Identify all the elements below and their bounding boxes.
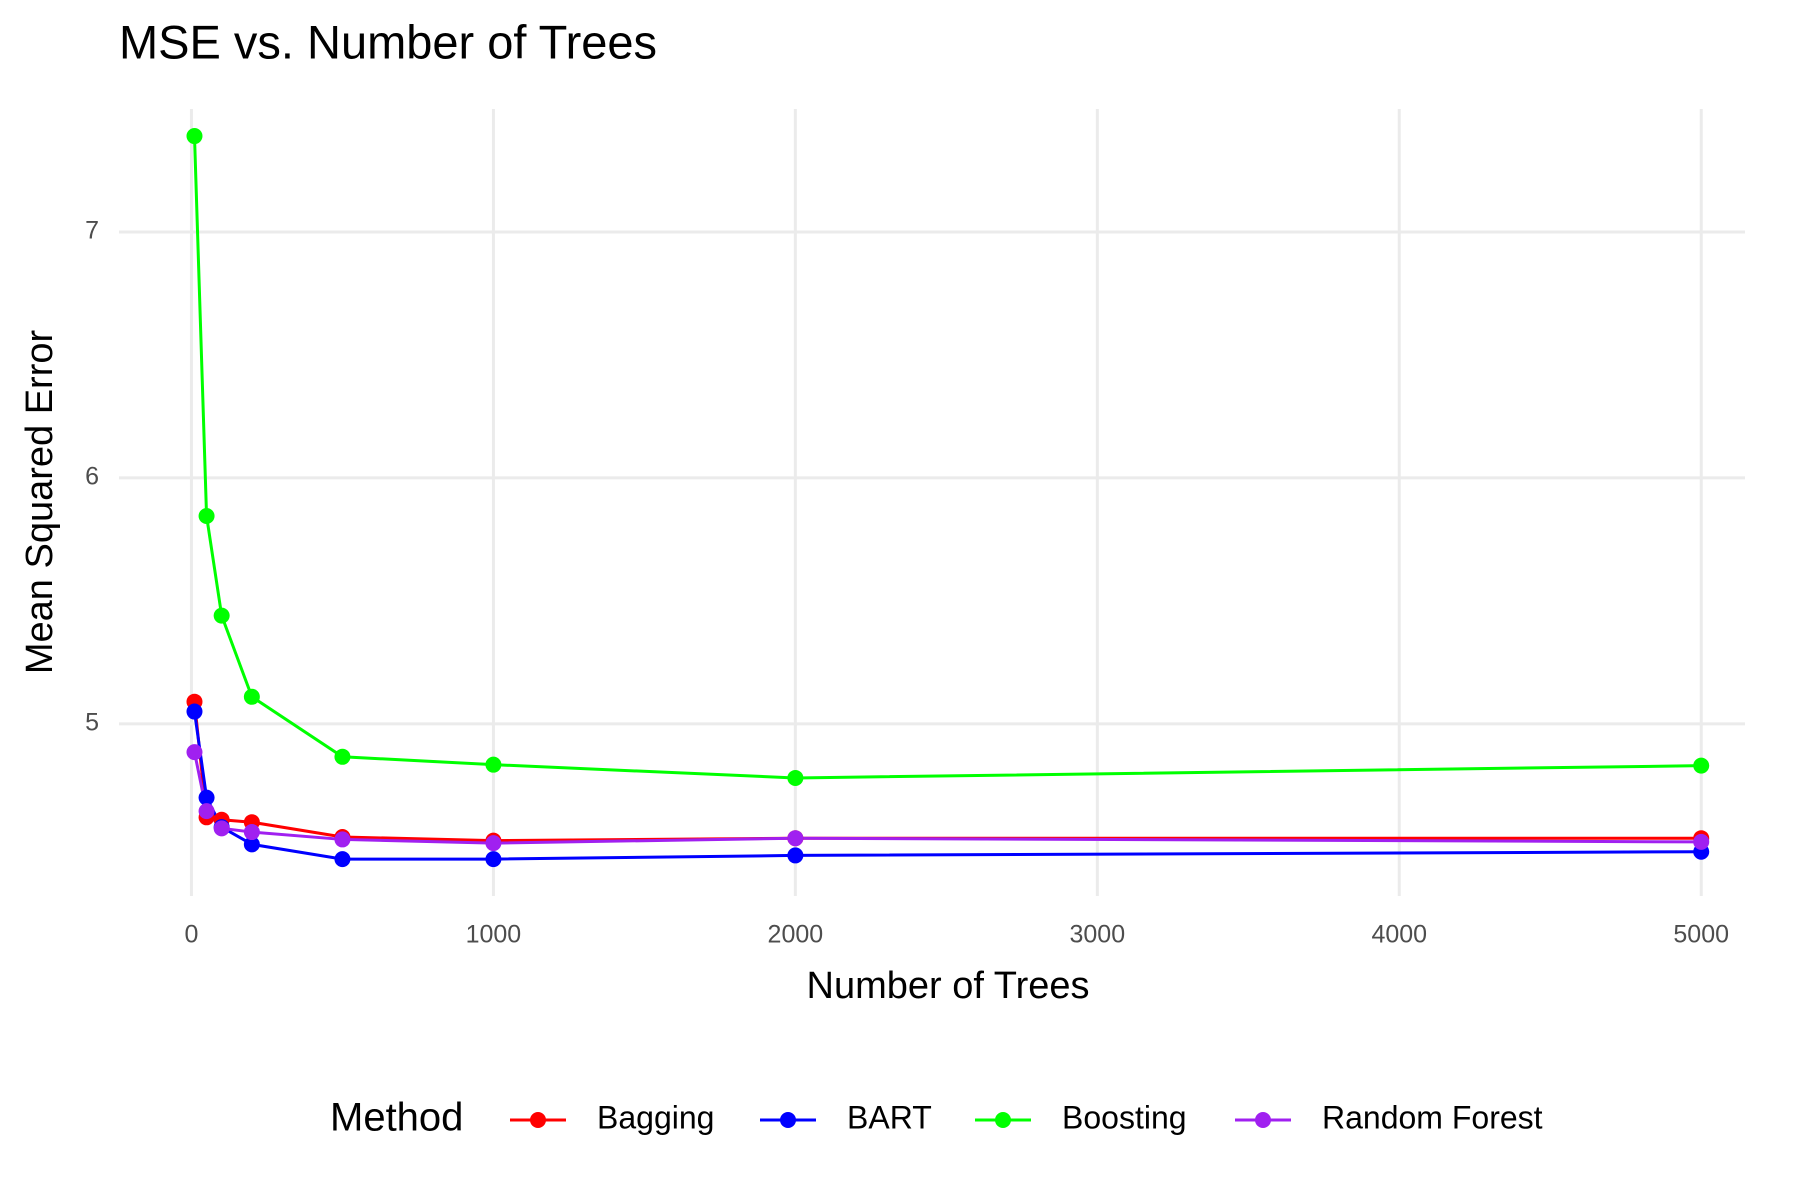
data-point [334, 851, 351, 868]
x-axis-label: Number of Trees [807, 965, 1090, 1007]
y-tick-label: 7 [85, 217, 99, 245]
data-point [485, 835, 502, 852]
legend-title: Method [330, 1096, 463, 1140]
data-point [334, 748, 351, 765]
legend-item: Random Forest [1235, 1099, 1543, 1135]
x-tick-label: 3000 [1070, 921, 1126, 949]
data-point [1693, 757, 1710, 774]
data-point [186, 128, 203, 145]
data-point [787, 769, 804, 786]
data-point [485, 851, 502, 868]
y-tick-label: 5 [85, 708, 99, 736]
legend-label: Bagging [597, 1099, 714, 1135]
legend-key-point [530, 1112, 546, 1128]
legend-label: BART [847, 1099, 932, 1135]
data-point [186, 703, 203, 720]
x-tick-label: 4000 [1371, 921, 1427, 949]
data-point [198, 803, 215, 820]
data-point [243, 824, 260, 841]
legend-key-point [1255, 1112, 1271, 1128]
legend-label: Random Forest [1322, 1099, 1543, 1135]
data-point [485, 756, 502, 773]
data-point [186, 744, 203, 761]
legend-key-point [995, 1112, 1011, 1128]
series-line [193, 751, 1702, 845]
x-tick-label: 2000 [768, 921, 824, 949]
x-tick-label: 5000 [1673, 921, 1729, 949]
data-point [213, 820, 230, 837]
y-axis-label: Mean Squared Error [19, 330, 61, 675]
series-line [192, 136, 1702, 780]
data-point [243, 836, 260, 853]
x-tick-label: 1000 [466, 921, 522, 949]
legend-label: Boosting [1062, 1099, 1187, 1135]
legend-item: BART [760, 1099, 932, 1135]
data-point [198, 508, 215, 525]
data-point [334, 831, 351, 848]
chart-title: MSE vs. Number of Trees [119, 15, 657, 68]
legend-key-point [780, 1112, 796, 1128]
legend-item: Boosting [975, 1099, 1187, 1135]
data-point [198, 789, 215, 806]
data-point [787, 847, 804, 864]
data-point [787, 830, 804, 847]
data-point [213, 607, 230, 624]
x-tick-label: 0 [185, 921, 199, 949]
legend-item: Bagging [510, 1099, 714, 1135]
y-tick-label: 6 [85, 463, 99, 491]
data-point [243, 688, 260, 705]
data-point [1693, 833, 1710, 850]
